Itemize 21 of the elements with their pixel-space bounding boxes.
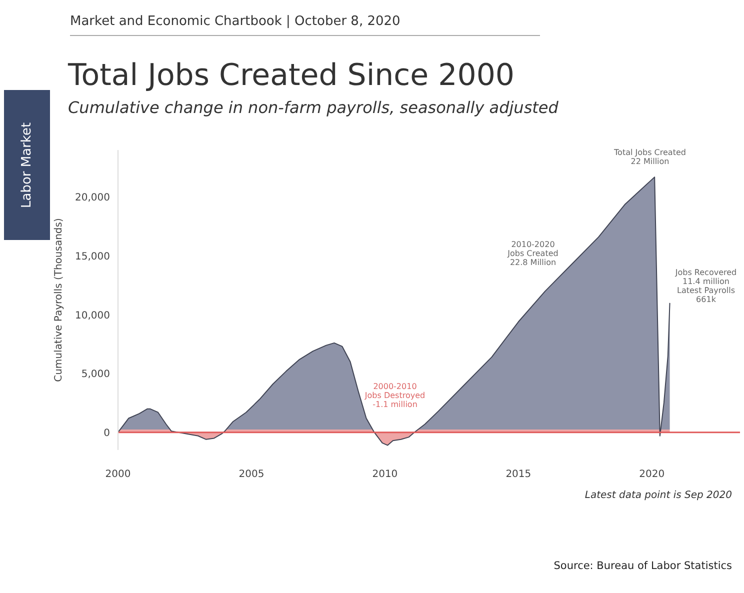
x-tick-label: 2020: [639, 469, 665, 480]
text: Latest data point is Sep 2020: [584, 490, 732, 501]
text: Market and Economic Chartbook | October 8, 2020: [70, 14, 540, 36]
x-tick-label: 2000: [105, 469, 131, 480]
x-tick-label: 2010: [372, 469, 398, 480]
chart-title: Total Jobs Created Since 2000: [68, 58, 514, 93]
y-tick-label: 15,000: [75, 251, 110, 262]
annotation: 2010-2020 Jobs Created 22.8 Million: [506, 240, 560, 267]
chart-subtitle: Cumulative change in non-farm payrolls, seasonally adjusted: [68, 98, 558, 117]
y-tick-label: 5,000: [81, 369, 110, 380]
annotation: Jobs Recovered 11.4 million Latest Payrolls 661k: [674, 268, 738, 304]
annotation: Total Jobs Created 22 Million: [613, 148, 687, 166]
x-tick-label: 2005: [238, 469, 264, 480]
y-tick-label: 0: [104, 428, 110, 439]
x-tick-label: 2015: [506, 469, 532, 480]
text: Labor Market: [4, 90, 50, 240]
y-tick-label: 20,000: [75, 192, 110, 204]
annotation: 2000-2010 Jobs Destroyed -1.1 million: [364, 382, 426, 409]
source-note: Source: Bureau of Labor Statistics: [554, 560, 732, 572]
y-tick-label: 10,000: [75, 310, 110, 322]
y-axis-title: Cumulative Payrolls (Thousands): [54, 218, 65, 382]
